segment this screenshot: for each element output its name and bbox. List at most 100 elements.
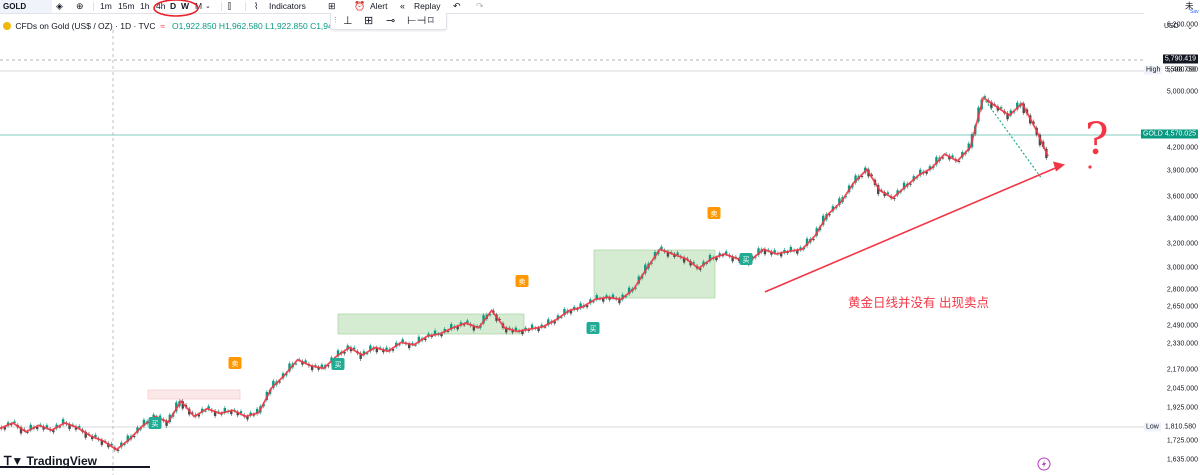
alert-icon[interactable]: ⏰ xyxy=(354,1,366,11)
chevron-down-icon[interactable]: ⌄ xyxy=(205,3,211,10)
candle-body xyxy=(369,345,372,352)
timeframe-4h[interactable]: 4h xyxy=(156,1,166,11)
candle-body xyxy=(634,287,637,289)
candle-body xyxy=(191,412,194,414)
signal-marker-buy: 买 xyxy=(739,253,753,265)
candle-body xyxy=(433,330,437,336)
legend-low: L1,922.850 xyxy=(265,21,308,31)
candle-body xyxy=(595,295,598,300)
candle-body xyxy=(181,401,184,409)
horizontal-ray-icon[interactable]: ⊸ xyxy=(386,15,396,27)
candle-body xyxy=(94,434,97,438)
candle-body xyxy=(876,184,880,195)
candle-body xyxy=(644,264,647,274)
candle-body xyxy=(35,426,39,430)
candle-body xyxy=(957,160,961,162)
candle-body xyxy=(547,319,550,325)
candle-body xyxy=(919,169,922,176)
candle-body xyxy=(838,198,841,206)
signal-marker-box xyxy=(707,207,721,219)
price-axis[interactable]: USD ⌄ 6,200.000 5,400.000 5,000.000 4,200.0… xyxy=(1141,13,1200,475)
candle-body xyxy=(450,324,453,330)
signal-marker-label: 卖 xyxy=(232,360,239,368)
candle-body xyxy=(498,319,501,321)
lightning-icon[interactable] xyxy=(1037,457,1051,471)
candle-body xyxy=(401,339,404,343)
candle-body xyxy=(967,143,970,151)
candle-body xyxy=(430,335,434,337)
date-range-icon[interactable]: ⊢⊣ xyxy=(407,15,427,27)
axis-tick-label: 2,800.000 xyxy=(1166,286,1198,294)
timeframe-d[interactable]: D xyxy=(170,1,177,11)
eye-icon[interactable]: ◈ xyxy=(56,1,63,11)
candle-body xyxy=(530,324,534,330)
undo-icon[interactable]: ↶ xyxy=(453,1,461,11)
redo-icon[interactable]: ↷ xyxy=(476,1,484,11)
signal-marker-label: 卖 xyxy=(711,210,718,218)
signal-marker-box xyxy=(739,253,753,265)
candle-body xyxy=(563,308,566,316)
replay-icon[interactable]: « xyxy=(400,1,406,11)
legend-dot-icon: ≈ xyxy=(157,21,170,31)
add-symbol-icon[interactable]: ⊕ xyxy=(76,1,84,11)
timeframe-1h[interactable]: 1h xyxy=(140,1,150,11)
candle-body xyxy=(627,287,631,295)
candle-body xyxy=(207,406,210,409)
candle-body xyxy=(514,327,518,331)
tradingview-logo[interactable]: ꓔ▼ TradingView xyxy=(4,454,97,468)
timeframe-m[interactable]: M xyxy=(195,1,203,11)
candle-body xyxy=(26,431,29,433)
indicators-icon[interactable]: ⌇ xyxy=(254,1,259,11)
legend-title: CFDs on Gold (US$ / OZ) · 1D · TVC xyxy=(15,21,156,31)
alert-button[interactable]: Alert xyxy=(370,1,388,11)
symbol-search[interactable]: GOLD xyxy=(0,0,52,13)
replay-button[interactable]: Replay xyxy=(414,1,441,11)
axis-tick-label: 1,925.000 xyxy=(1166,404,1198,412)
unnamed-layout-text[interactable]: 未 xyxy=(1185,1,1194,11)
gold-tag: GOLD xyxy=(1141,129,1165,139)
timeframe-15m[interactable]: 15m xyxy=(118,1,135,11)
candle-body xyxy=(585,305,589,308)
candle-body xyxy=(116,449,120,451)
candle-body xyxy=(204,410,207,412)
fib-icon[interactable]: ⊞ xyxy=(364,15,374,27)
candle-body xyxy=(572,306,576,310)
candle-body xyxy=(446,330,450,332)
candle-body xyxy=(870,174,873,177)
candle-body xyxy=(158,415,162,418)
indicators-button[interactable]: Indicators xyxy=(269,1,306,11)
long-position-icon[interactable]: ⊥ xyxy=(343,15,353,27)
candle-body xyxy=(941,157,945,159)
candles-icon[interactable]: ⫿ xyxy=(228,1,231,11)
layout-grid-icon[interactable]: ⊞ xyxy=(328,1,336,11)
consolidation-box xyxy=(337,313,525,335)
candle-body xyxy=(757,248,760,255)
currency-label[interactable]: USD xyxy=(1164,23,1179,30)
candle-body xyxy=(737,258,741,262)
axis-tick-label: 3,900.000 xyxy=(1166,167,1198,175)
candle-body xyxy=(592,301,595,303)
save-button[interactable]: Sav xyxy=(1190,9,1199,15)
legend-open: O1,922.850 xyxy=(172,21,217,31)
candle-body xyxy=(789,246,793,252)
drag-handle-icon[interactable]: ⋮ xyxy=(332,17,339,24)
timeframe-w[interactable]: W xyxy=(181,1,190,11)
candle-body xyxy=(352,347,356,350)
candle-body xyxy=(579,303,582,308)
axis-tick-label: 1,635.000 xyxy=(1166,456,1198,464)
chevron-down-icon[interactable]: ⌄ xyxy=(1187,24,1193,31)
candle-body xyxy=(317,367,320,370)
candle-body xyxy=(175,402,178,412)
candle-body xyxy=(249,412,252,416)
candle-body xyxy=(10,424,13,426)
candle-body xyxy=(783,249,786,253)
timeframe-1m[interactable]: 1m xyxy=(100,1,112,11)
candle-body xyxy=(1016,102,1019,110)
candle-body xyxy=(521,330,524,335)
dotted-trend-line xyxy=(982,97,1043,180)
candle-body xyxy=(799,247,802,250)
candle-body xyxy=(650,262,653,264)
rectangle-icon[interactable]: ⌑ xyxy=(428,15,434,27)
candle-body xyxy=(272,380,275,388)
